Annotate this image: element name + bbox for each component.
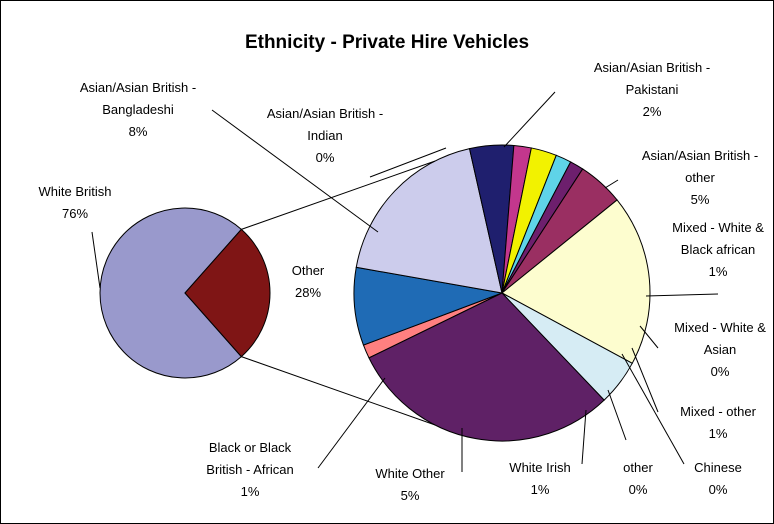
label-white-british-line: 76% xyxy=(62,206,88,221)
label-other: Other 28% xyxy=(292,263,325,300)
label-white-british-line: White British xyxy=(39,184,112,199)
label-asian-bangladeshi-line: Bangladeshi xyxy=(102,102,174,117)
slice-other xyxy=(184,228,271,358)
label-mixed-white-asian-line: Mixed - White & xyxy=(674,320,766,335)
leader-black-african xyxy=(317,377,386,469)
slice-white-british xyxy=(99,207,243,379)
label-black-african-line: 1% xyxy=(241,484,260,499)
leader-mixed-white-black-african xyxy=(645,293,719,297)
leader-asian-indian xyxy=(369,147,447,178)
leader-mixed-white-asian xyxy=(639,325,659,349)
label-asian-bangladeshi-line: 8% xyxy=(129,124,148,139)
label-asian-other-line: Asian/Asian British - xyxy=(642,148,758,163)
label-asian-pakistani-line: Pakistani xyxy=(626,82,679,97)
label-asian-indian-line: Indian xyxy=(307,128,342,143)
label-chinese-line: 0% xyxy=(709,482,728,497)
connector-bottom xyxy=(241,356,435,426)
label-other-small-line: 0% xyxy=(629,482,648,497)
label-other-small-line: other xyxy=(623,460,653,475)
label-asian-other: Asian/Asian British - other 5% xyxy=(642,148,758,207)
leader-asian-bangladeshi xyxy=(211,109,379,233)
chart-title: Ethnicity - Private Hire Vehicles xyxy=(245,32,529,53)
leader-asian-pakistani xyxy=(503,91,556,148)
label-white-other-line: 5% xyxy=(401,488,420,503)
label-white-british: White British 76% xyxy=(39,184,112,221)
label-black-african-line: British - African xyxy=(206,462,293,477)
label-chinese-line: Chinese xyxy=(694,460,742,475)
label-other-line: Other xyxy=(292,263,325,278)
label-mixed-white-black-african: Mixed - White & Black african 1% xyxy=(672,220,764,279)
label-mixed-other-line: Mixed - other xyxy=(680,404,757,419)
label-black-african-line: Black or Black xyxy=(209,440,292,455)
label-mixed-white-black-african-line: 1% xyxy=(709,264,728,279)
label-mixed-white-black-african-line: Black african xyxy=(681,242,755,257)
leader-chinese xyxy=(621,353,685,465)
leader-asian-other xyxy=(604,179,619,189)
leader-other-small xyxy=(607,389,627,441)
slice-white-other xyxy=(501,199,651,364)
label-white-irish-line: 1% xyxy=(531,482,550,497)
label-white-irish-line: White Irish xyxy=(509,460,570,475)
label-asian-indian: Asian/Asian British - Indian 0% xyxy=(267,106,383,165)
leader-white-british xyxy=(91,231,101,289)
label-asian-other-line: other xyxy=(685,170,715,185)
label-chinese: Chinese 0% xyxy=(694,460,742,497)
label-black-african: Black or Black British - African 1% xyxy=(206,440,293,499)
label-asian-other-line: 5% xyxy=(691,192,710,207)
label-other-small: other 0% xyxy=(623,460,653,497)
label-mixed-white-asian-line: Asian xyxy=(704,342,737,357)
label-white-other: White Other 5% xyxy=(375,466,445,503)
leader-white-irish xyxy=(581,409,587,465)
label-asian-pakistani: Asian/Asian British - Pakistani 2% xyxy=(594,60,710,119)
label-asian-bangladeshi: Asian/Asian British - Bangladeshi 8% xyxy=(80,80,196,139)
connector-top xyxy=(241,160,435,230)
label-other-line: 28% xyxy=(295,285,321,300)
leader-mixed-other xyxy=(631,347,659,413)
label-asian-indian-line: 0% xyxy=(316,150,335,165)
label-mixed-white-asian: Mixed - White & Asian 0% xyxy=(674,320,766,379)
label-mixed-other-line: 1% xyxy=(709,426,728,441)
slice-asian-other xyxy=(355,148,503,294)
label-white-other-line: White Other xyxy=(375,466,445,481)
label-asian-bangladeshi-line: Asian/Asian British - xyxy=(80,80,196,95)
label-asian-pakistani-line: Asian/Asian British - xyxy=(594,60,710,75)
slice-asian-bangladeshi xyxy=(368,292,605,442)
label-asian-pakistani-line: 2% xyxy=(643,104,662,119)
label-mixed-other: Mixed - other 1% xyxy=(680,404,757,441)
label-asian-indian-line: Asian/Asian British - xyxy=(267,106,383,121)
label-mixed-white-black-african-line: Mixed - White & xyxy=(672,220,764,235)
label-mixed-white-asian-line: 0% xyxy=(711,364,730,379)
label-white-irish: White Irish 1% xyxy=(509,460,570,497)
